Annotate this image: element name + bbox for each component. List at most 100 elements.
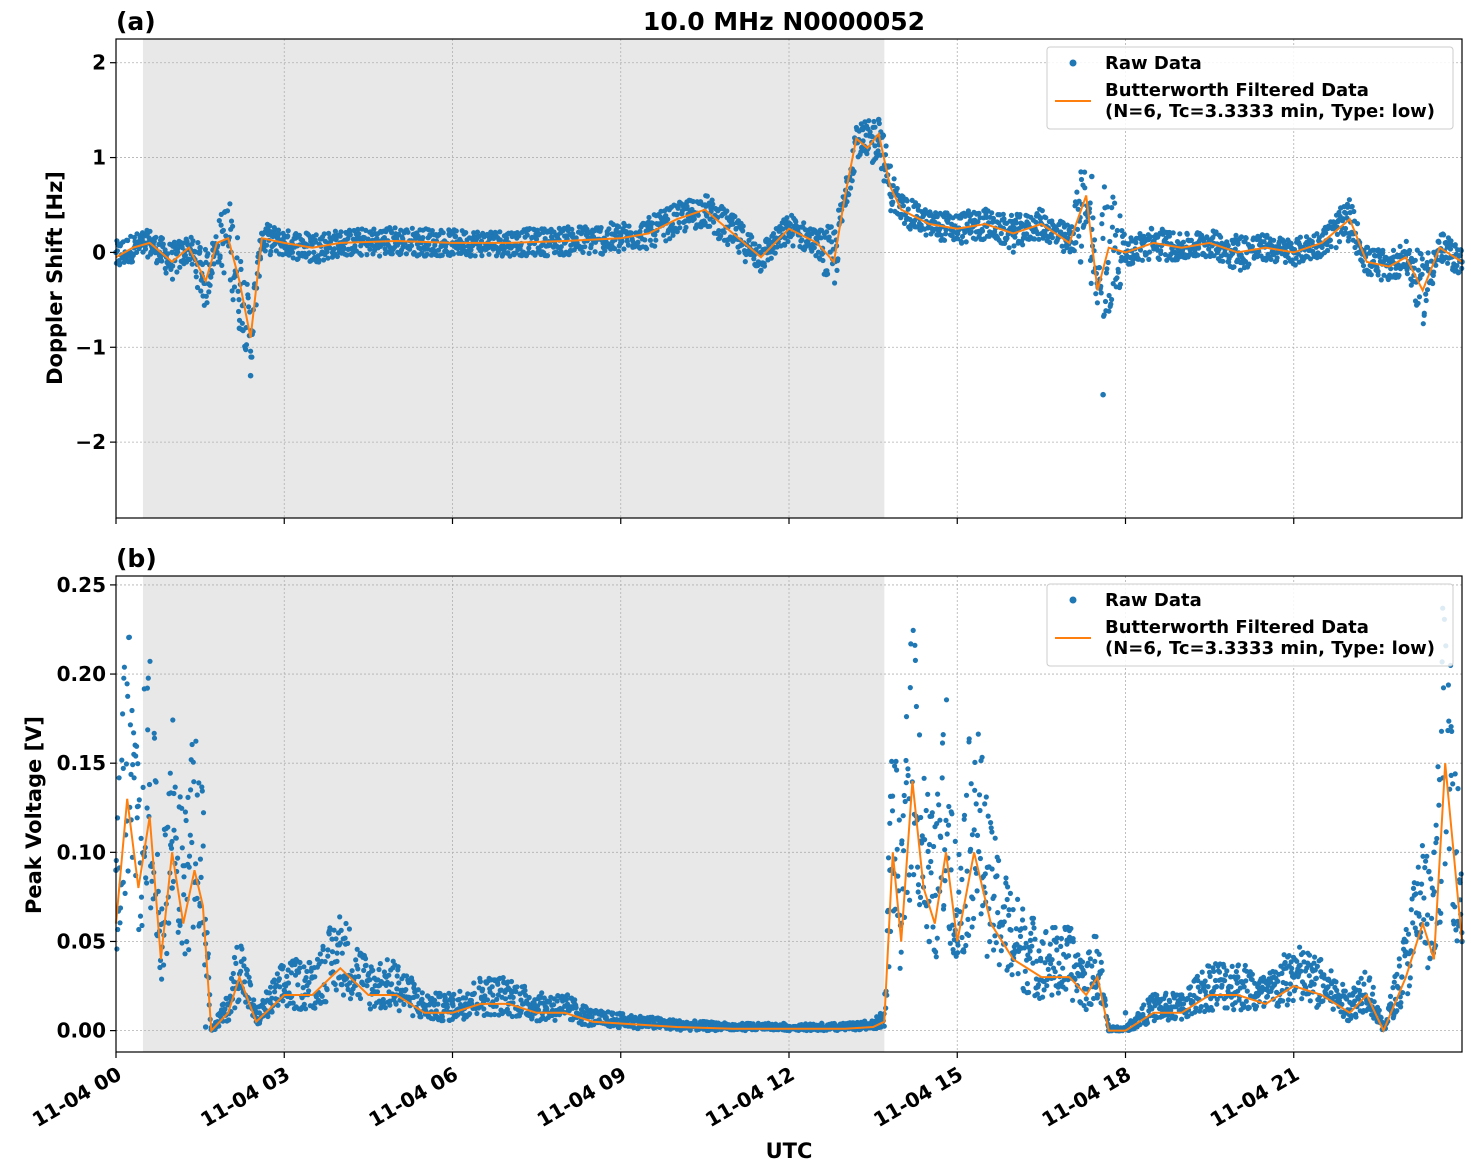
raw-data-point	[1349, 203, 1355, 210]
raw-data-point	[193, 738, 199, 744]
raw-data-point	[683, 224, 689, 230]
raw-data-point	[945, 822, 952, 828]
raw-data-point	[1243, 998, 1249, 1004]
raw-data-point	[191, 779, 197, 785]
raw-data-point	[347, 232, 353, 238]
raw-data-point	[116, 775, 122, 781]
raw-data-point	[961, 949, 967, 955]
raw-data-point	[1027, 937, 1033, 944]
raw-data-point	[1061, 248, 1067, 254]
raw-data-point	[963, 239, 969, 245]
raw-data-point	[1104, 204, 1110, 210]
raw-data-point	[1083, 1006, 1089, 1013]
raw-data-point	[1074, 189, 1080, 195]
raw-data-point	[790, 243, 796, 249]
raw-data-point	[234, 235, 241, 241]
raw-data-point	[403, 987, 409, 993]
raw-data-point	[989, 829, 995, 835]
raw-data-point	[418, 1014, 424, 1020]
raw-data-point	[325, 947, 331, 953]
raw-data-point	[768, 255, 774, 261]
raw-data-point	[1149, 226, 1155, 232]
raw-data-point	[393, 235, 400, 241]
raw-data-point	[834, 267, 840, 273]
raw-data-point	[976, 792, 983, 798]
raw-data-point	[1075, 206, 1081, 212]
raw-data-point	[136, 926, 142, 933]
raw-data-point	[167, 770, 173, 776]
raw-data-point	[1454, 263, 1460, 269]
raw-data-point	[494, 996, 500, 1003]
legend-box	[1046, 46, 1454, 130]
raw-data-point	[198, 288, 204, 294]
raw-data-point	[262, 248, 268, 254]
raw-data-point	[1044, 983, 1050, 989]
raw-data-point	[1101, 312, 1107, 318]
raw-data-point	[285, 980, 292, 986]
raw-data-point	[136, 797, 142, 803]
raw-data-point	[137, 913, 144, 919]
raw-data-point	[702, 202, 708, 208]
raw-data-point	[138, 835, 144, 842]
raw-data-point	[907, 897, 913, 903]
raw-data-point	[1082, 169, 1088, 175]
raw-data-point	[1372, 253, 1378, 259]
raw-data-point	[231, 954, 238, 961]
raw-data-point	[138, 894, 145, 900]
raw-data-point	[429, 228, 435, 234]
raw-data-point	[162, 265, 168, 272]
raw-data-point	[1070, 997, 1076, 1003]
legend-a: Raw Data Butterworth Filtered Data (N=6,…	[1046, 46, 1454, 130]
raw-data-point	[1035, 982, 1042, 988]
raw-data-point	[903, 757, 909, 764]
raw-data-point	[331, 927, 337, 933]
raw-data-point	[177, 922, 183, 929]
raw-data-point	[871, 118, 877, 125]
raw-data-point	[1108, 301, 1114, 307]
raw-data-point	[323, 999, 329, 1005]
raw-data-point	[888, 208, 894, 214]
raw-data-point	[1058, 943, 1064, 950]
raw-data-point	[936, 802, 942, 808]
raw-data-point	[742, 259, 748, 265]
raw-data-point	[893, 758, 899, 765]
raw-data-point	[392, 225, 398, 231]
raw-data-point	[915, 203, 922, 209]
raw-data-point	[872, 143, 878, 149]
raw-data-point	[389, 230, 395, 236]
raw-data-point	[203, 293, 209, 299]
raw-data-point	[571, 247, 577, 253]
raw-data-point	[1053, 939, 1059, 945]
raw-data-point	[979, 228, 986, 234]
panel-b-peak-voltage: 0.000.050.100.150.200.25 11-04 00 11-04 0…	[22, 544, 1465, 1163]
raw-data-point	[486, 251, 492, 257]
raw-data-point	[394, 973, 400, 979]
raw-data-point	[1024, 231, 1030, 237]
raw-data-point	[955, 236, 961, 242]
raw-data-point	[497, 229, 503, 235]
raw-data-point	[982, 801, 988, 807]
raw-data-point	[894, 185, 900, 192]
raw-data-point	[472, 253, 478, 259]
raw-data-point	[334, 958, 340, 965]
raw-data-point	[347, 996, 354, 1002]
raw-data-point	[389, 981, 395, 987]
raw-data-point	[160, 241, 166, 247]
raw-data-point	[527, 226, 533, 232]
raw-data-point	[606, 226, 612, 232]
raw-data-point	[213, 234, 219, 240]
raw-data-point	[1195, 984, 1201, 990]
raw-data-point	[1034, 958, 1040, 964]
raw-data-point	[1309, 239, 1315, 245]
raw-data-point	[393, 1001, 399, 1007]
raw-data-point	[216, 259, 222, 265]
raw-data-point	[415, 987, 421, 993]
raw-data-point	[197, 856, 203, 862]
raw-data-point	[247, 372, 254, 379]
raw-data-point	[1418, 251, 1424, 257]
raw-data-point	[1346, 197, 1352, 203]
raw-data-point	[785, 238, 791, 245]
nighttime-shading	[142, 576, 885, 1052]
